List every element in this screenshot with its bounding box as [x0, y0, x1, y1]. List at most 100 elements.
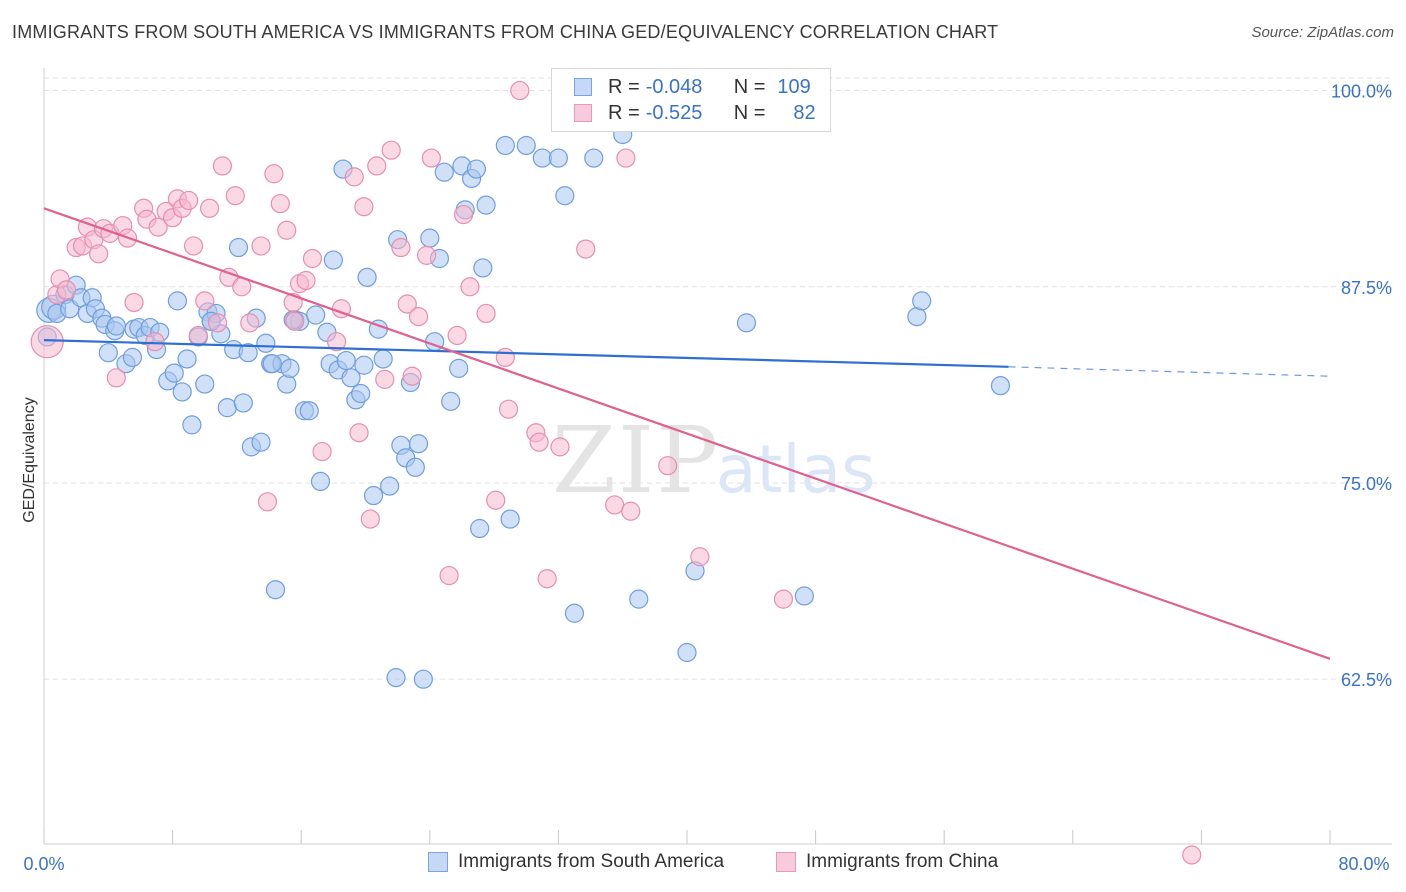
data-point [380, 476, 400, 496]
x-tick-label: 80.0% [1338, 854, 1389, 874]
data-point [341, 368, 361, 388]
stats-legend-row-china: R = -0.525 N = 82 [574, 101, 816, 125]
data-point [188, 325, 208, 346]
data-point [486, 490, 506, 510]
data-point [228, 237, 249, 258]
data-point [302, 248, 323, 269]
data-point [470, 518, 490, 539]
legend-item-south-america[interactable]: Immigrants from South America [428, 851, 724, 873]
data-point [408, 434, 429, 454]
data-point [449, 358, 469, 378]
data-point [354, 197, 374, 217]
data-point [416, 245, 437, 265]
data-point [498, 399, 519, 419]
data-point [576, 239, 596, 259]
data-point [172, 382, 192, 402]
series-south-america-points [36, 90, 1011, 689]
data-point [199, 198, 220, 218]
data-point [285, 311, 305, 331]
data-point [495, 135, 515, 156]
zipatlas-watermark: ZIP atlas [552, 407, 876, 514]
data-point [240, 313, 260, 333]
data-point [912, 291, 932, 311]
data-point [177, 349, 197, 369]
tick-labels: 62.5% 75.0% 87.5% 100.0% 0.0% 80.0% [23, 82, 1392, 874]
r-label: R = [608, 101, 640, 124]
data-point [441, 391, 461, 411]
data-point [354, 355, 374, 375]
data-point [270, 193, 290, 214]
data-point [736, 313, 757, 333]
data-point [460, 277, 480, 297]
data-point [495, 347, 515, 368]
data-point [56, 280, 77, 300]
data-point [98, 343, 118, 363]
trend-line-south-america-extension [1008, 366, 1331, 377]
series-china-points [30, 80, 1202, 865]
stats-legend: R = -0.048 N = 109 R = -0.525 N = 82 [551, 68, 831, 132]
data-point [658, 456, 678, 476]
data-point [280, 358, 300, 378]
data-point [336, 350, 356, 371]
data-point [357, 267, 377, 287]
source-credit: Source: ZipAtlas.com [1251, 24, 1394, 41]
watermark-zip: ZIP [552, 407, 720, 514]
data-point [251, 236, 271, 256]
y-tick-label: 62.5% [1341, 670, 1392, 690]
data-point [323, 250, 343, 270]
data-point [616, 148, 636, 168]
data-point [402, 366, 422, 386]
legend-swatch-pink [574, 104, 592, 122]
data-point [148, 217, 168, 237]
data-point [794, 586, 814, 606]
data-point [391, 237, 411, 258]
legend-swatch-pink [776, 852, 796, 872]
data-point [312, 441, 332, 462]
data-point [397, 294, 417, 314]
data-point [773, 589, 794, 609]
n-value: 109 [777, 75, 811, 98]
data-point [550, 437, 570, 457]
x-tick-label: 0.0% [23, 854, 64, 874]
data-point [310, 471, 331, 492]
data-point [629, 589, 649, 609]
y-axis-label: GED/Equivalency [21, 397, 38, 523]
data-point [476, 195, 496, 215]
data-point [106, 316, 126, 336]
data-point [299, 401, 319, 421]
n-label: N = [733, 101, 766, 124]
data-point [363, 485, 384, 506]
data-point [225, 186, 245, 206]
data-point [605, 495, 625, 515]
data-point [106, 368, 126, 388]
data-point [179, 190, 199, 211]
data-point [145, 332, 165, 352]
data-point [212, 156, 233, 176]
data-point [476, 303, 496, 324]
n-label: N = [733, 75, 766, 98]
data-point [238, 343, 258, 363]
data-point [555, 186, 575, 206]
watermark-atlas: atlas [716, 431, 876, 508]
trend-lines [43, 207, 1331, 660]
data-point [122, 347, 143, 368]
data-point [217, 398, 237, 418]
data-point [164, 363, 184, 383]
data-point [124, 292, 144, 313]
data-point [208, 313, 228, 333]
data-point [373, 349, 393, 369]
y-tick-label: 100.0% [1331, 82, 1392, 102]
data-point [500, 509, 520, 529]
r-value: -0.525 [645, 101, 703, 124]
data-point [434, 162, 454, 182]
data-point [256, 333, 276, 353]
grid-lines [44, 77, 1392, 680]
legend-item-china[interactable]: Immigrants from China [776, 851, 998, 873]
data-point [510, 80, 530, 101]
r-label: R = [608, 75, 640, 98]
data-point [420, 228, 440, 248]
data-point [516, 135, 536, 156]
data-point [381, 140, 401, 160]
data-point [532, 148, 552, 168]
